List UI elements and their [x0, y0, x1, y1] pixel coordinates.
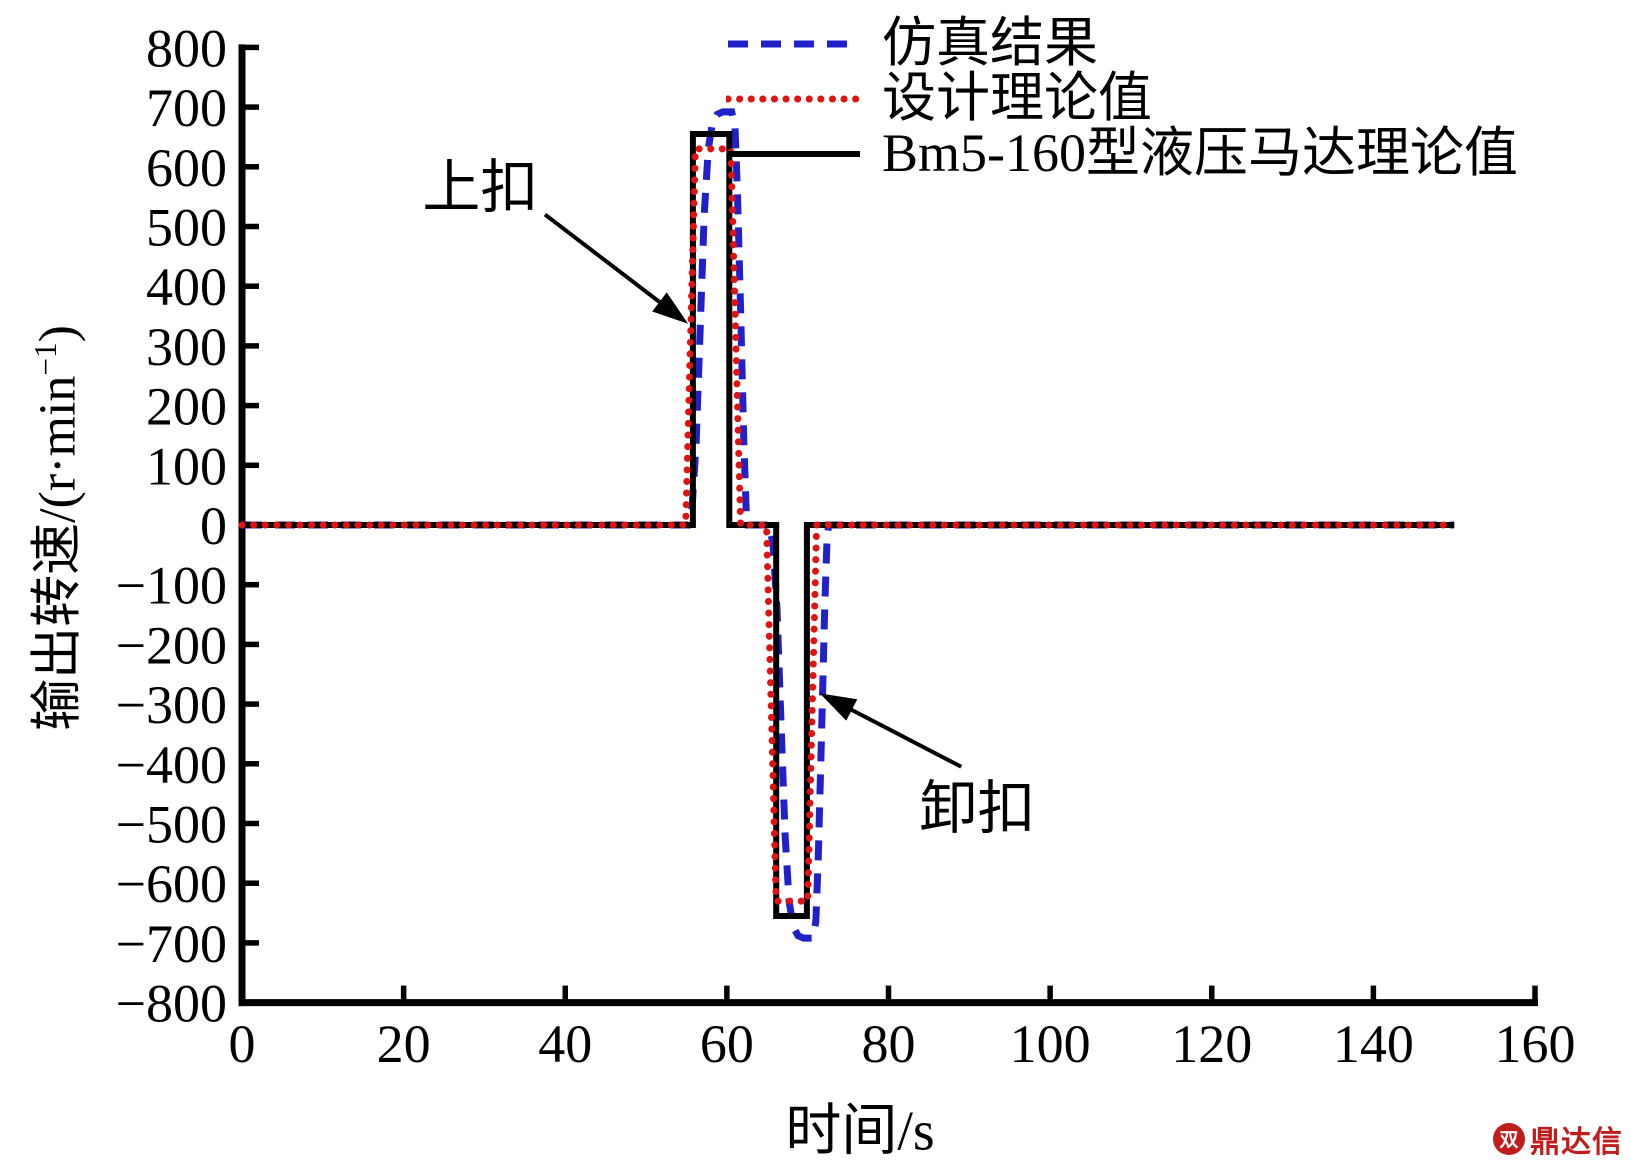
y-tick-label: −100: [116, 556, 227, 616]
legend: 仿真结果 设计理论值 Bm5-160型液压马达理论值: [726, 16, 1518, 181]
annotation-arrowhead: [652, 292, 689, 324]
y-tick-label: −700: [116, 914, 227, 974]
x-tick-label: 60: [700, 1014, 754, 1074]
y-tick-label: −600: [116, 854, 227, 914]
y-tick-label: −800: [116, 974, 227, 1034]
annotation-make-up: 上扣: [422, 154, 539, 220]
svg-text:双: 双: [1499, 1130, 1518, 1151]
legend-item-simulation-result: 仿真结果: [726, 16, 1518, 71]
annotation-arrow-line: [847, 706, 963, 769]
y-tick-label: −300: [116, 675, 227, 735]
x-tick-label: 40: [538, 1014, 592, 1074]
legend-line-bm5-160-theoretical-icon: [726, 148, 862, 160]
y-tick-label: 100: [146, 436, 227, 496]
legend-label-design-theoretical: 设计理论值: [882, 68, 1152, 128]
annotation-arrowhead: [819, 693, 858, 721]
series-line-1: [238, 145, 1458, 905]
y-tick-label: 400: [146, 257, 227, 317]
y-tick-label: 500: [146, 198, 227, 258]
y-tick-label: −200: [116, 615, 227, 675]
y-axis-title-main: 输出转速/(r·min: [29, 375, 87, 731]
y-tick-label: −500: [116, 795, 227, 855]
x-tick-label: 0: [229, 1014, 256, 1074]
x-axis-title: 时间/s: [785, 1100, 935, 1163]
x-tick-label: 160: [1495, 1014, 1576, 1074]
annotation-arrow-line: [543, 212, 664, 306]
y-axis-title: 输出转速/(r·min−1): [15, 325, 90, 731]
legend-item-bm5-160-theoretical: Bm5-160型液压马达理论值: [726, 126, 1518, 181]
y-tick-label: 300: [146, 317, 227, 377]
annotation-break-out: 卸扣: [919, 775, 1036, 841]
x-tick-label: 100: [1010, 1014, 1091, 1074]
y-tick-label: −400: [116, 735, 227, 795]
legend-item-design-theoretical: 设计理论值: [726, 71, 1518, 126]
x-tick-label: 120: [1171, 1014, 1252, 1074]
y-tick-label: 700: [146, 78, 227, 138]
watermark-text: 鼎达信: [1530, 1126, 1623, 1159]
legend-label-bm5-160-theoretical: Bm5-160型液压马达理论值: [882, 123, 1519, 183]
watermark: 双 鼎达信: [1492, 1117, 1623, 1161]
y-tick-label: 800: [146, 18, 227, 78]
legend-label-simulation-result: 仿真结果: [882, 13, 1098, 73]
y-tick-label: 0: [200, 496, 227, 556]
y-axis-title-close: ): [29, 325, 87, 343]
y-axis-title-superscript: −1: [28, 342, 64, 376]
x-tick-label: 140: [1333, 1014, 1414, 1074]
y-tick-label: 200: [146, 377, 227, 437]
legend-line-design-theoretical-icon: [726, 93, 862, 105]
y-tick-label: 600: [146, 138, 227, 198]
dingdaxin-logo-icon: 双: [1493, 1123, 1525, 1155]
x-tick-label: 20: [377, 1014, 431, 1074]
x-tick-label: 80: [862, 1014, 916, 1074]
legend-line-simulation-result-icon: [726, 38, 862, 50]
